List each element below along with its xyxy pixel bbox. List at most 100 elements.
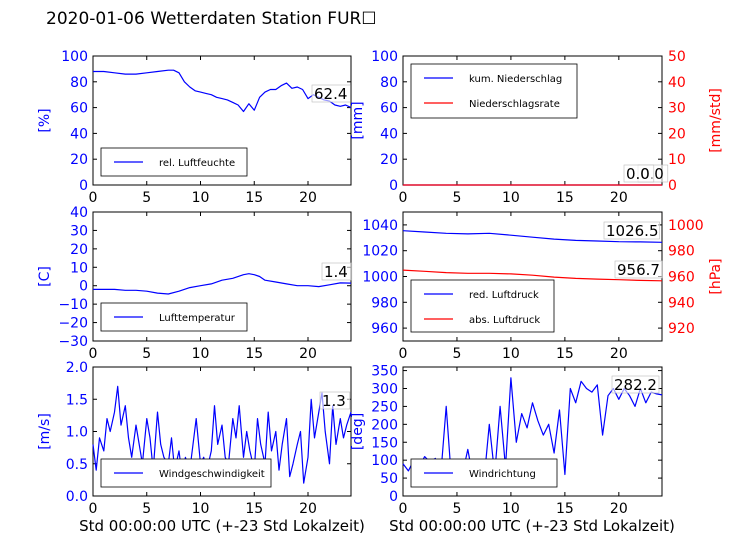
pressure-xtick-label: 5 <box>452 346 461 362</box>
winddirection-ylabel: [deg] <box>350 413 366 450</box>
windspeed-xtick-label: 15 <box>245 501 263 517</box>
pressure-ytick-label: 980 <box>371 295 398 311</box>
precipitation-ytick-right-label: 30 <box>668 101 686 117</box>
windspeed-ytick-label: 0.5 <box>66 457 88 473</box>
pressure-xtick-label: 0 <box>399 346 408 362</box>
temperature-ytick-label: 40 <box>70 205 88 221</box>
temperature-annotation: 1.4 <box>324 263 348 281</box>
temperature-xtick-label: 20 <box>299 346 317 362</box>
precipitation-xtick-label: 5 <box>452 190 461 206</box>
humidity-annotation-box <box>311 84 351 103</box>
humidity-ytick-label: 40 <box>70 126 88 142</box>
precipitation-xtick-label: 20 <box>610 190 628 206</box>
precipitation-xtick-label: 10 <box>502 190 520 206</box>
humidity-axes-frame <box>92 55 352 186</box>
pressure-annotation: 1026.5 <box>606 222 659 240</box>
temperature-series-line-0 <box>93 273 352 295</box>
pressure-ytick-label: 1000 <box>362 270 398 286</box>
humidity-xtick-label: 0 <box>89 190 98 206</box>
precipitation-xtick-label: 15 <box>556 190 574 206</box>
precipitation-annotation-box <box>623 164 655 183</box>
precipitation-ytick-right-label: 40 <box>668 75 686 91</box>
precipitation-annotation: 0.0 <box>626 165 650 183</box>
x-axis-label-left: Std 00:00:00 UTC (+-23 Std Lokalzeit) <box>79 517 365 535</box>
windspeed-ytick-label: 2.0 <box>66 360 88 376</box>
temperature-ytick-label: −30 <box>58 334 88 350</box>
temperature-ytick-label: 0 <box>79 279 88 295</box>
humidity-xtick-label: 15 <box>245 190 263 206</box>
windspeed-annotation: 1.3 <box>322 392 346 410</box>
pressure-legend-box <box>410 279 555 333</box>
windspeed-xtick-label: 10 <box>192 501 210 517</box>
humidity-annotation: 62.4 <box>314 85 347 103</box>
humidity-ytick-label: 20 <box>70 152 88 168</box>
x-axis-label-right: Std 00:00:00 UTC (+-23 Std Lokalzeit) <box>389 517 675 535</box>
pressure-annotation-box <box>603 221 660 240</box>
temperature-ytick-label: 20 <box>70 242 88 258</box>
windspeed-xtick-label: 5 <box>142 501 151 517</box>
pressure-ytick-right-label: 980 <box>668 244 695 260</box>
pressure-series-line-1 <box>402 269 663 282</box>
winddirection-xtick-label: 0 <box>399 501 408 517</box>
winddirection-ytick-label: 200 <box>371 417 398 433</box>
precipitation-ytick-label: 40 <box>380 126 398 142</box>
winddirection-ytick-label: 150 <box>371 435 398 451</box>
temperature-ytick-label: −20 <box>58 316 88 332</box>
temperature-legend-label: Lufttemperatur <box>159 313 236 324</box>
temperature-xtick-label: 10 <box>192 346 210 362</box>
temperature-ytick-label: 30 <box>70 223 88 239</box>
winddirection-annotation: 282.2 <box>614 376 657 394</box>
windspeed-ytick-label: 1.5 <box>66 392 88 408</box>
precipitation-ytick-right-label: 0 <box>668 178 677 194</box>
temperature-xtick-label: 5 <box>142 346 151 362</box>
precipitation-legend-box <box>410 63 578 119</box>
winddirection-axes-frame <box>402 366 663 497</box>
windspeed-legend-label: Windgeschwindigkeit <box>159 469 265 480</box>
pressure-annotation: 956.7 <box>617 261 660 279</box>
precipitation-ytick-right-label: 50 <box>668 49 686 65</box>
pressure-ytick-label: 1020 <box>362 244 398 260</box>
precipitation-ylabel: [mm] <box>350 101 366 139</box>
windspeed-ytick-label: 1.0 <box>66 425 88 441</box>
pressure-ytick-right-label: 920 <box>668 321 695 337</box>
winddirection-xtick-label: 20 <box>610 501 628 517</box>
temperature-ytick-label: −10 <box>58 297 88 313</box>
winddirection-xtick-label: 15 <box>556 501 574 517</box>
pressure-xtick-label: 10 <box>502 346 520 362</box>
precipitation-legend-label: kum. Niederschlag <box>469 74 562 85</box>
humidity-xtick-label: 5 <box>142 190 151 206</box>
winddirection-ytick-label: 50 <box>380 471 398 487</box>
precipitation-ylabel-right: [mm/std] <box>708 88 724 153</box>
windspeed-ytick-label: 0.0 <box>66 489 88 505</box>
pressure-ytick-label: 1040 <box>362 218 398 234</box>
pressure-xtick-label: 20 <box>610 346 628 362</box>
winddirection-series-line-0 <box>402 377 663 483</box>
winddirection-ytick-label: 300 <box>371 382 398 398</box>
pressure-ytick-right-label: 940 <box>668 295 695 311</box>
humidity-ytick-label: 0 <box>79 178 88 194</box>
temperature-ylabel: [C] <box>37 266 53 287</box>
humidity-legend-label: rel. Luftfeuchte <box>159 158 235 169</box>
pressure-ytick-right-label: 1000 <box>668 218 704 234</box>
precipitation-ytick-label: 20 <box>380 152 398 168</box>
temperature-xtick-label: 15 <box>245 346 263 362</box>
winddirection-ytick-label: 250 <box>371 399 398 415</box>
precipitation-ytick-right-label: 20 <box>668 126 686 142</box>
precipitation-xtick-label: 0 <box>399 190 408 206</box>
pressure-legend-label: red. Luftdruck <box>469 290 539 301</box>
pressure-ytick-right-label: 960 <box>668 270 695 286</box>
winddirection-xtick-label: 10 <box>502 501 520 517</box>
precipitation-ytick-label: 100 <box>371 49 398 65</box>
precipitation-ytick-label: 80 <box>380 75 398 91</box>
temperature-xtick-label: 0 <box>89 346 98 362</box>
windspeed-xtick-label: 0 <box>89 501 98 517</box>
temperature-annotation-box <box>321 262 353 281</box>
pressure-legend-label: abs. Luftdruck <box>469 315 540 326</box>
windspeed-series-line-0 <box>92 385 352 484</box>
humidity-ytick-label: 100 <box>61 49 88 65</box>
pressure-ytick-label: 960 <box>371 321 398 337</box>
pressure-ylabel-right: [hPa] <box>708 258 724 294</box>
precipitation-ytick-right-label: 10 <box>668 152 686 168</box>
pressure-annotation-box <box>614 260 663 279</box>
